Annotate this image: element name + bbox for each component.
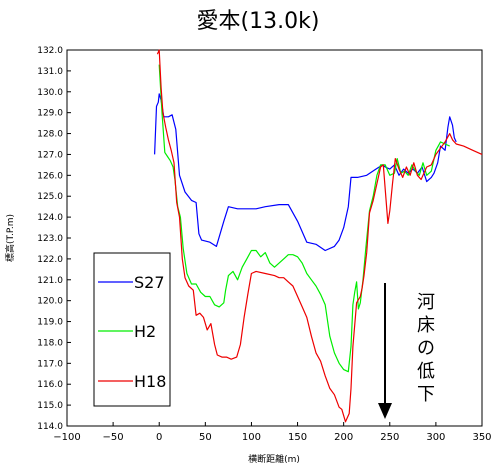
x-tick-label: −50 bbox=[103, 432, 124, 443]
y-axis-ticks: 114.0 115.0 116.0 117.0 118.0 119.0 120.0 121.0… bbox=[37, 46, 71, 432]
y-tick-label: 119.0 bbox=[37, 318, 63, 328]
series-line-h18 bbox=[156, 49, 483, 423]
series-layer bbox=[154, 49, 483, 423]
annotation-char: 下 bbox=[417, 384, 435, 405]
legend-label-h2: H2 bbox=[134, 322, 156, 341]
y-tick-label: 122.0 bbox=[37, 255, 63, 265]
chart-title: 愛本(13.0k) bbox=[197, 9, 320, 34]
x-tick-label: 0 bbox=[156, 432, 162, 443]
x-tick-label: 350 bbox=[472, 432, 491, 443]
x-tick-label: −100 bbox=[53, 432, 80, 443]
y-tick-label: 121.0 bbox=[37, 276, 63, 286]
x-tick-label: 150 bbox=[288, 432, 307, 443]
x-tick-label: 50 bbox=[199, 432, 212, 443]
x-axis-ticks: −100 −50 0 50 100 150 200 250 300 350 bbox=[53, 422, 492, 443]
series-line-h2 bbox=[158, 64, 450, 373]
y-tick-label: 132.0 bbox=[37, 46, 63, 56]
series-line-s27 bbox=[154, 93, 457, 252]
y-tick-label: 120.0 bbox=[37, 297, 63, 307]
x-tick-label: 250 bbox=[380, 432, 399, 443]
legend: S27 H2 H18 bbox=[93, 252, 171, 407]
y-tick-label: 127.0 bbox=[37, 150, 63, 160]
y-axis-label: 標高(T.P.m) bbox=[4, 214, 16, 262]
y-tick-label: 125.0 bbox=[37, 192, 63, 202]
x-axis-label: 横断距離(m) bbox=[248, 453, 300, 465]
down-arrow-icon bbox=[378, 403, 392, 419]
annotation-char: 床 bbox=[417, 315, 435, 336]
x-tick-label: 300 bbox=[426, 432, 445, 443]
legend-label-h18: H18 bbox=[134, 372, 166, 391]
annotation-char: 低 bbox=[417, 361, 435, 382]
y-tick-label: 124.0 bbox=[37, 213, 63, 223]
y-tick-label: 123.0 bbox=[37, 234, 63, 244]
y-tick-label: 115.0 bbox=[37, 401, 63, 411]
y-tick-label: 114.0 bbox=[37, 422, 63, 432]
y-tick-label: 130.0 bbox=[37, 88, 63, 98]
y-tick-label: 128.0 bbox=[37, 130, 63, 140]
y-tick-label: 118.0 bbox=[37, 338, 63, 348]
annotation-char: 河 bbox=[417, 292, 435, 313]
legend-label-s27: S27 bbox=[134, 273, 165, 292]
x-tick-label: 200 bbox=[334, 432, 353, 443]
annotation-char: の bbox=[417, 338, 435, 359]
x-tick-label: 100 bbox=[242, 432, 261, 443]
y-tick-label: 126.0 bbox=[37, 171, 63, 181]
y-tick-label: 116.0 bbox=[37, 380, 63, 390]
y-tick-label: 129.0 bbox=[37, 109, 63, 119]
y-tick-label: 131.0 bbox=[37, 67, 63, 77]
y-tick-label: 117.0 bbox=[37, 359, 63, 369]
